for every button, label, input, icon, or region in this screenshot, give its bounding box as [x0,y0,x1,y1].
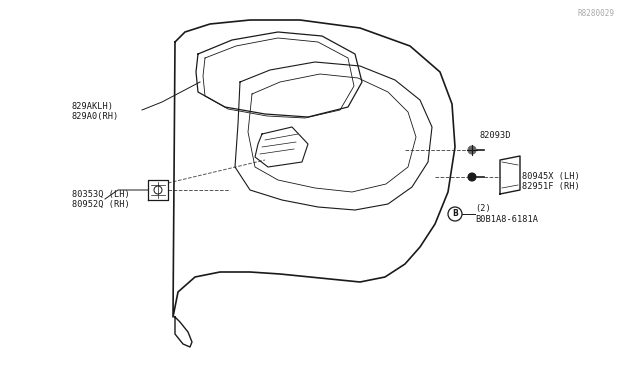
Text: (2): (2) [475,205,491,214]
Text: 80353Q (LH): 80353Q (LH) [72,189,130,199]
Text: R8280029: R8280029 [578,10,615,19]
Text: 80952Q (RH): 80952Q (RH) [72,199,130,208]
Text: B: B [452,209,458,218]
Circle shape [468,173,476,181]
Text: 829A0(RH): 829A0(RH) [72,112,119,121]
Circle shape [468,146,476,154]
Text: 82093D: 82093D [480,131,511,141]
Text: 80945X (LH): 80945X (LH) [522,173,580,182]
Text: 82951F (RH): 82951F (RH) [522,183,580,192]
Text: 829AKLH): 829AKLH) [72,102,114,110]
Text: B0B1A8-6181A: B0B1A8-6181A [475,215,538,224]
